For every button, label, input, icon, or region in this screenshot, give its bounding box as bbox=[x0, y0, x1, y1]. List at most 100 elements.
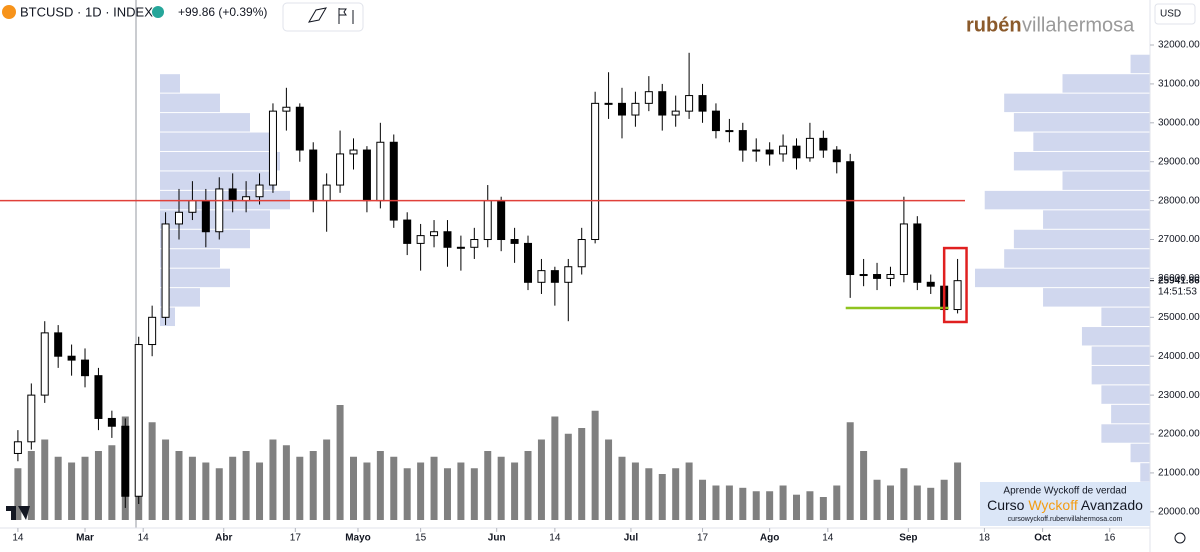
y-tick-label: 23000.00 bbox=[1158, 390, 1200, 401]
volume-bar bbox=[457, 462, 465, 520]
volume-bar bbox=[658, 474, 666, 520]
tool-icon[interactable] bbox=[338, 8, 347, 24]
candle-body bbox=[282, 106, 291, 112]
volume-bar bbox=[618, 456, 626, 520]
profile-bar bbox=[1004, 93, 1150, 113]
volume-bar bbox=[833, 485, 841, 520]
y-tick-label: 20000.00 bbox=[1158, 506, 1200, 517]
candle-body bbox=[591, 102, 600, 241]
candle-body bbox=[577, 239, 586, 268]
candle-body bbox=[550, 270, 559, 283]
candle-body bbox=[617, 102, 626, 116]
candle-body bbox=[859, 274, 868, 277]
volume-bar bbox=[242, 451, 250, 520]
candle-body bbox=[362, 149, 371, 202]
volume-bar bbox=[954, 462, 962, 520]
candle-body bbox=[40, 332, 49, 396]
candle-body bbox=[255, 184, 264, 198]
y-tick-label: 28000.00 bbox=[1158, 195, 1200, 206]
candle-body bbox=[470, 239, 479, 248]
candle-body bbox=[886, 274, 895, 279]
volume-bar bbox=[511, 462, 519, 520]
btc-icon bbox=[2, 5, 16, 19]
symbol-title: BTCUSD · 1D · INDEX bbox=[20, 4, 153, 19]
profile-bar bbox=[1091, 365, 1150, 385]
volume-bar bbox=[645, 468, 653, 520]
volume-bar bbox=[591, 410, 599, 520]
volume-bar bbox=[54, 456, 62, 520]
candle-body bbox=[13, 441, 22, 454]
volume-bar bbox=[725, 485, 733, 520]
profile-bar bbox=[160, 93, 220, 113]
candle-body bbox=[832, 149, 841, 163]
drawing-toolbar[interactable] bbox=[282, 2, 364, 32]
x-tick-label: Abr bbox=[215, 533, 232, 544]
volume-bar bbox=[605, 439, 613, 520]
y-tick-label: 29000.00 bbox=[1158, 156, 1200, 167]
candle-body bbox=[94, 375, 103, 419]
profile-bar bbox=[1101, 385, 1150, 404]
promo-word: Avanzado bbox=[1081, 497, 1143, 513]
candle-body bbox=[711, 110, 720, 132]
settings-icon[interactable] bbox=[1174, 532, 1186, 544]
volume-bar bbox=[363, 462, 371, 520]
candle-body bbox=[389, 141, 398, 221]
volume-bar bbox=[282, 445, 290, 520]
y-tick-label: 31000.00 bbox=[1158, 79, 1200, 90]
market-status bbox=[152, 6, 164, 18]
candle-body bbox=[564, 266, 573, 283]
volume-bar bbox=[148, 422, 156, 520]
volume-bar bbox=[108, 445, 116, 520]
volume-bar bbox=[350, 456, 358, 520]
profile-bar bbox=[1130, 443, 1150, 463]
candle-body bbox=[188, 200, 197, 213]
y-tick-label: 22000.00 bbox=[1158, 429, 1200, 440]
candle-body bbox=[819, 137, 828, 151]
volume-bar bbox=[68, 462, 76, 520]
highlight-box bbox=[942, 246, 968, 324]
profile-bar bbox=[1140, 463, 1150, 482]
tool-icon[interactable] bbox=[308, 7, 327, 23]
x-tick-label: 17 bbox=[290, 533, 302, 544]
promo-url: cursowyckoff.rubenvillahermosa.com bbox=[1008, 516, 1123, 523]
candle-body bbox=[174, 211, 183, 225]
x-tick-label: 15 bbox=[415, 533, 427, 544]
volume-bar bbox=[564, 433, 572, 520]
x-tick-label: 17 bbox=[697, 533, 709, 544]
candle-body bbox=[953, 280, 962, 311]
logo-first: rubén bbox=[966, 14, 1022, 36]
volume-bar bbox=[900, 468, 908, 520]
candle-body bbox=[201, 200, 210, 233]
candle-body bbox=[403, 219, 412, 244]
candle-body bbox=[671, 110, 680, 116]
volume-bar bbox=[336, 405, 344, 520]
volume-bar bbox=[417, 462, 425, 520]
profile-bar bbox=[1013, 113, 1150, 132]
volume-bar bbox=[631, 462, 639, 520]
profile-bar bbox=[1043, 288, 1150, 307]
volume-bar bbox=[202, 462, 210, 520]
candle-body bbox=[134, 344, 143, 497]
volume-bar bbox=[860, 451, 868, 520]
volume-bar bbox=[14, 468, 22, 520]
volume-bar bbox=[443, 468, 451, 520]
x-tick-label: 14 bbox=[12, 533, 24, 544]
candle-body bbox=[698, 95, 707, 112]
profile-bar bbox=[1091, 346, 1150, 365]
candle-body bbox=[268, 110, 277, 186]
promo-word: Curso bbox=[987, 497, 1025, 513]
candle-body bbox=[913, 223, 922, 283]
volume-bar bbox=[41, 439, 49, 520]
promo-box[interactable] bbox=[980, 482, 1150, 526]
candle-body bbox=[309, 149, 318, 202]
volume-bar bbox=[672, 468, 680, 520]
volume-bar bbox=[175, 451, 183, 520]
volume-bar bbox=[806, 491, 814, 520]
candle-body bbox=[497, 200, 506, 241]
candle-body bbox=[27, 394, 36, 443]
currency-button[interactable] bbox=[1154, 3, 1196, 25]
volume-bar bbox=[484, 451, 492, 520]
x-tick-label: 14 bbox=[138, 533, 150, 544]
profile-bar bbox=[1111, 404, 1150, 424]
